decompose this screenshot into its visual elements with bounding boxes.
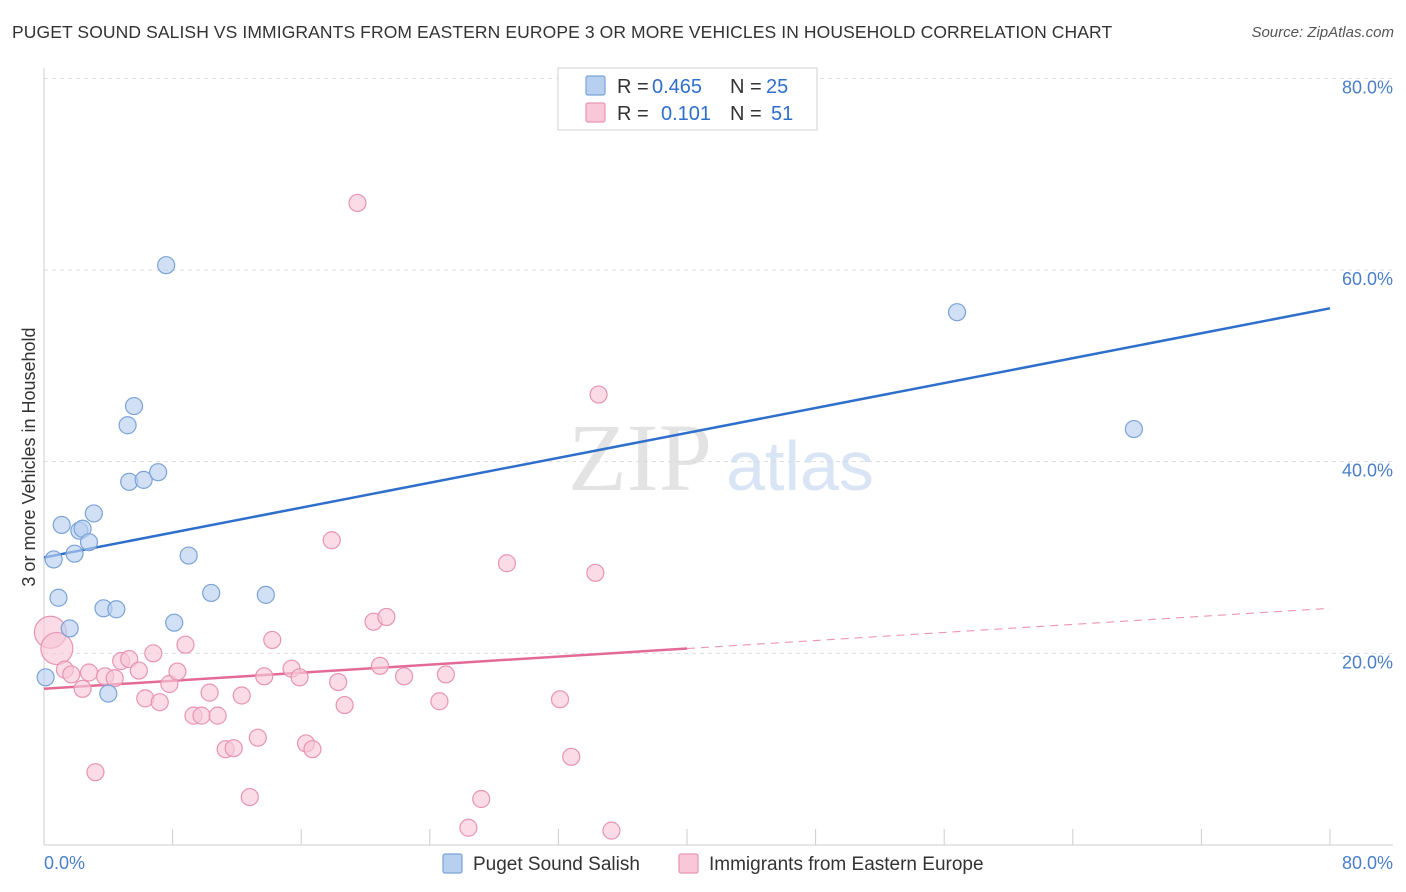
pink-point-21 — [208, 706, 227, 725]
pink-point-13 — [144, 644, 163, 663]
pink-point-5 — [79, 663, 99, 682]
x-tick-label-right: 80.0% — [1342, 853, 1393, 873]
pink-point-44 — [472, 789, 491, 809]
y-tick-label-40: 40.0% — [1342, 461, 1393, 481]
pink-point-43 — [459, 818, 478, 837]
trend-lines — [43, 307, 1331, 691]
watermark-atlas: atlas — [726, 427, 874, 505]
legend-r-value-2: 0.101 — [661, 103, 711, 125]
pink-point-26 — [248, 728, 267, 747]
blue-point-1 — [44, 550, 63, 569]
pink-point-42 — [436, 665, 455, 684]
pink-point-39 — [377, 607, 396, 627]
pink-point-11 — [129, 661, 148, 680]
legend-r-label-1: R = — [617, 76, 649, 98]
legend-swatch-pink — [585, 102, 606, 123]
y-tick-label-20: 20.0% — [1342, 652, 1393, 672]
grid-lines — [44, 77, 1393, 654]
pink-point-17 — [176, 635, 195, 654]
blue-point-9 — [84, 504, 103, 523]
pink-point-14 — [150, 693, 169, 712]
legend-n-value-2: 51 — [771, 103, 793, 125]
bottom-legend-label-blue: Puget Sound Salish — [473, 854, 640, 875]
x-tick-label-left: 0.0% — [44, 853, 85, 873]
legend-swatch-blue — [585, 75, 606, 96]
y-axis-label: 3 or more Vehicles in Household — [19, 327, 39, 586]
blue-point-4 — [60, 619, 79, 638]
source-credit: Source: ZipAtlas.com — [1251, 24, 1394, 41]
pink-point-3 — [62, 665, 81, 684]
pink-point-33 — [322, 531, 341, 550]
chart-title: PUGET SOUND SALISH VS IMMIGRANTS FROM EA… — [12, 22, 1113, 42]
blue-point-0 — [36, 668, 55, 687]
legend-r-value-1: 0.465 — [652, 76, 702, 98]
y-tick-labels: 20.0% 40.0% 60.0% 80.0% — [1342, 77, 1393, 672]
blue-point-23 — [947, 303, 967, 322]
blue-point-22 — [256, 585, 275, 604]
pink-point-35 — [335, 695, 354, 715]
legend-box: R = 0.465 N = 25 R = 0.101 N = 51 — [557, 67, 818, 131]
blue-point-3 — [52, 515, 71, 535]
blue-point-24 — [1124, 419, 1143, 439]
pink-point-34 — [329, 672, 348, 692]
blue-point-20 — [179, 546, 198, 565]
legend-n-label-2: N = — [730, 103, 762, 125]
pink-point-1 — [40, 631, 74, 666]
legend-r-label-2: R = — [617, 103, 649, 125]
blue-point-8 — [79, 533, 99, 552]
blue-point-12 — [107, 600, 126, 619]
blue-point-19 — [165, 613, 184, 632]
pink-point-24 — [232, 686, 251, 705]
pink-point-45 — [497, 554, 517, 573]
bottom-legend-label-pink: Immigrants from Eastern Europe — [709, 854, 984, 875]
pink-point-46 — [550, 690, 570, 709]
pink-point-30 — [290, 668, 309, 687]
blue-point-21 — [202, 583, 221, 603]
y-tick-label-60: 60.0% — [1342, 269, 1393, 289]
pink-point-48 — [586, 563, 605, 582]
pink-point-19 — [192, 706, 211, 725]
pink-point-4 — [73, 679, 92, 698]
pink-point-36 — [348, 193, 367, 213]
blue-trend-line — [43, 307, 1331, 559]
legend-n-value-1: 25 — [766, 76, 788, 98]
pink-point-50 — [602, 821, 621, 840]
y-tick-label-80: 80.0% — [1342, 77, 1393, 97]
pink-point-49 — [589, 385, 608, 404]
data-points — [33, 193, 1143, 840]
legend-n-label-1: N = — [730, 76, 762, 98]
pink-point-8 — [105, 669, 124, 688]
pink-point-47 — [562, 747, 581, 766]
blue-point-5 — [65, 544, 84, 563]
bottom-legend-swatch-blue — [442, 853, 463, 874]
pink-point-38 — [370, 656, 390, 675]
pink-point-20 — [200, 683, 219, 702]
blue-point-15 — [124, 396, 144, 416]
blue-point-16 — [134, 470, 153, 489]
watermark: ZIP atlas — [568, 404, 874, 511]
blue-point-2 — [49, 588, 68, 607]
pink-point-23 — [224, 739, 243, 758]
pink-point-32 — [303, 740, 322, 759]
blue-point-18 — [157, 256, 176, 275]
bottom-legend-swatch-pink — [678, 853, 699, 874]
pink-point-40 — [394, 667, 414, 686]
pink-point-25 — [240, 787, 259, 807]
blue-point-17 — [149, 463, 168, 482]
blue-point-11 — [99, 684, 118, 703]
bottom-legend: Puget Sound Salish Immigrants from Easte… — [442, 853, 984, 875]
pink-trend-line-dashed — [686, 607, 1331, 650]
pink-point-16 — [168, 662, 187, 681]
pink-trend-line — [43, 647, 688, 691]
blue-point-13 — [118, 416, 137, 435]
pink-point-41 — [430, 692, 449, 711]
axes — [43, 68, 1393, 846]
pink-point-6 — [86, 763, 105, 782]
watermark-zip: ZIP — [568, 404, 712, 511]
pink-point-27 — [255, 667, 274, 686]
pink-point-28 — [263, 630, 282, 650]
